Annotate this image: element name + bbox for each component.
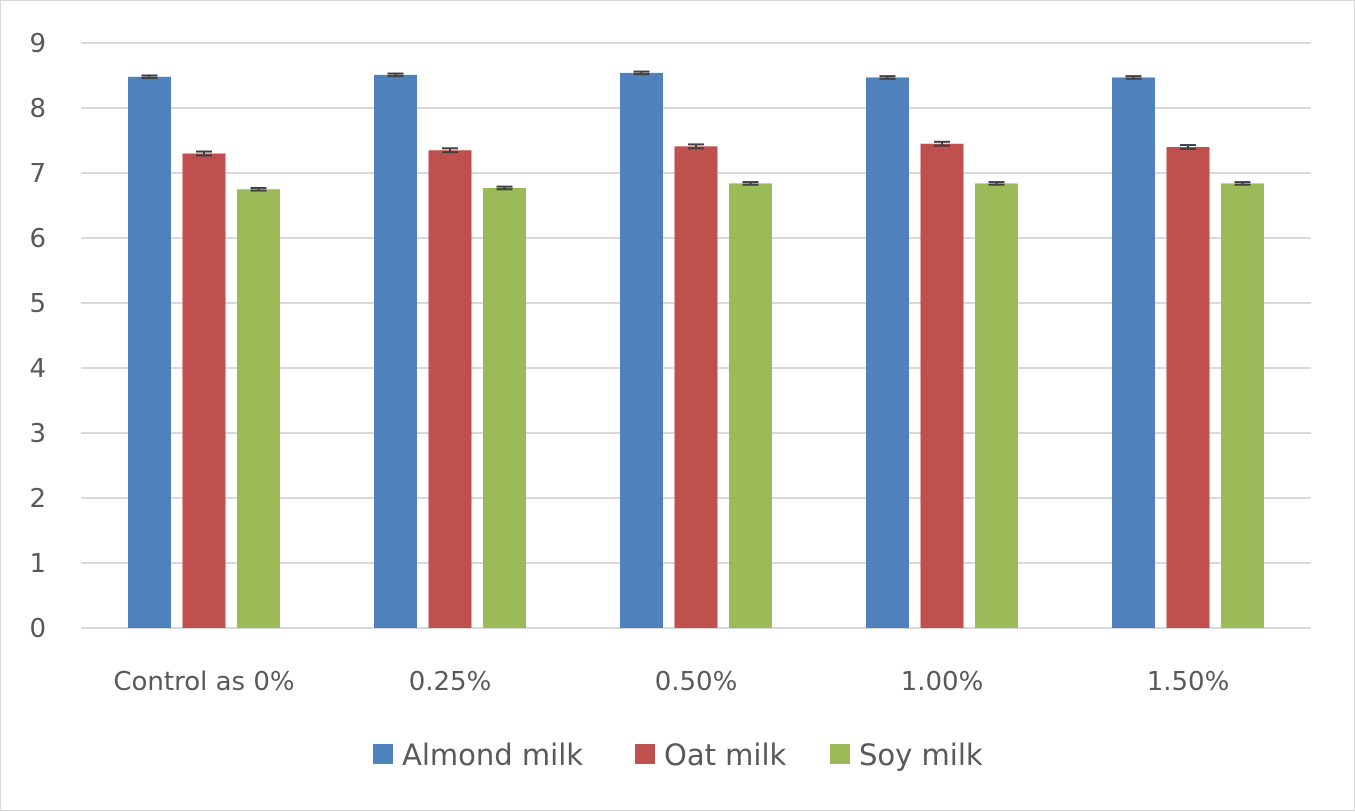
y-tick-label: 5 bbox=[29, 289, 46, 319]
bar-oat-milk bbox=[1166, 147, 1210, 628]
y-tick-label: 6 bbox=[29, 224, 46, 254]
y-tick-label: 4 bbox=[29, 354, 46, 384]
bar-oat-milk bbox=[182, 153, 226, 628]
y-tick-label: 9 bbox=[29, 29, 46, 59]
x-tick-label: 0.25% bbox=[409, 667, 492, 697]
legend-swatch bbox=[373, 744, 393, 764]
legend-item: Soy milk bbox=[830, 738, 983, 772]
bar-oat-milk bbox=[674, 146, 718, 628]
error-bar bbox=[988, 181, 1005, 186]
legend-swatch bbox=[635, 744, 655, 764]
bar-oat-milk bbox=[920, 143, 964, 628]
error-bar bbox=[1234, 181, 1251, 186]
legend-swatch bbox=[830, 744, 850, 764]
bar-almond-milk bbox=[374, 74, 417, 629]
bar-soy-milk bbox=[237, 189, 280, 628]
error-bar bbox=[387, 72, 404, 78]
bar-soy-milk bbox=[1221, 183, 1264, 628]
x-tick-label: Control as 0% bbox=[113, 667, 294, 697]
y-tick-label: 1 bbox=[29, 549, 46, 579]
error-bar bbox=[688, 143, 704, 150]
bar-almond-milk bbox=[128, 76, 171, 629]
bar-soy-milk bbox=[975, 183, 1018, 628]
y-tick-label: 8 bbox=[29, 94, 46, 124]
legend: Almond milk Oat milk Soy milk bbox=[373, 738, 983, 772]
y-axis-ticks: 0 1 2 3 4 5 6 7 8 9 bbox=[29, 29, 46, 644]
y-tick-label: 3 bbox=[29, 419, 46, 449]
error-bar bbox=[442, 147, 458, 154]
error-bar bbox=[496, 185, 513, 191]
bar-soy-milk bbox=[729, 183, 772, 628]
x-tick-label: 0.50% bbox=[655, 667, 738, 697]
error-bar bbox=[196, 150, 212, 157]
bar-soy-milk bbox=[483, 187, 526, 628]
error-bar bbox=[1180, 144, 1196, 150]
bar-oat-milk bbox=[428, 150, 472, 628]
y-tick-label: 7 bbox=[29, 159, 46, 189]
bar-almond-milk bbox=[620, 72, 663, 628]
legend-item: Almond milk bbox=[373, 738, 583, 772]
error-bars bbox=[141, 70, 1251, 192]
error-bar bbox=[1125, 75, 1142, 80]
x-tick-label: 1.00% bbox=[901, 667, 984, 697]
bar-almond-milk bbox=[866, 77, 909, 628]
error-bar bbox=[250, 186, 267, 192]
legend-label: Almond milk bbox=[402, 738, 583, 772]
error-bar bbox=[934, 140, 950, 147]
x-axis-ticks: Control as 0% 0.25% 0.50% 1.00% 1.50% bbox=[113, 667, 1229, 697]
bar-almond-milk bbox=[1112, 77, 1155, 628]
y-tick-label: 0 bbox=[29, 614, 46, 644]
legend-item: Oat milk bbox=[635, 738, 787, 772]
error-bar bbox=[742, 181, 759, 186]
legend-label: Soy milk bbox=[859, 738, 983, 772]
bars bbox=[128, 72, 1264, 629]
error-bar bbox=[141, 74, 158, 80]
x-tick-label: 1.50% bbox=[1147, 667, 1230, 697]
error-bar bbox=[633, 70, 650, 76]
y-tick-label: 2 bbox=[29, 484, 46, 514]
error-bar bbox=[879, 75, 896, 80]
legend-label: Oat milk bbox=[664, 738, 787, 772]
